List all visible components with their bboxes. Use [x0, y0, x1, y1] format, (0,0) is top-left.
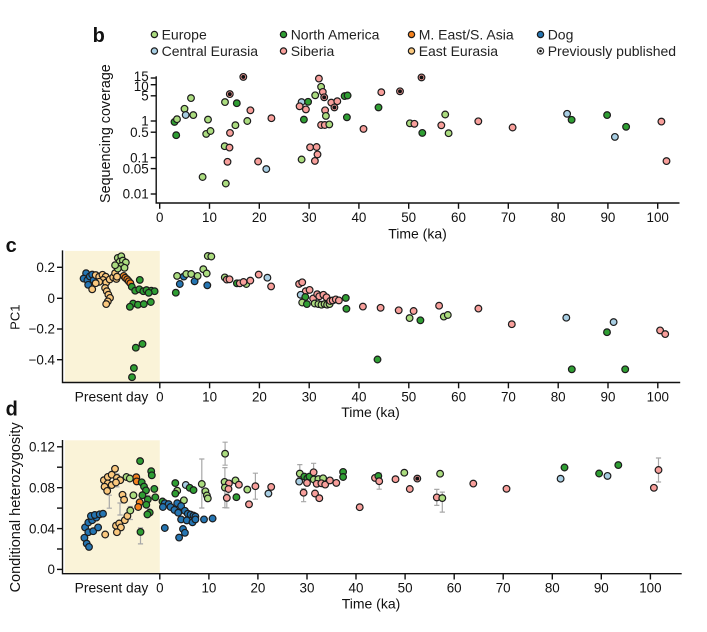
- svg-text:50: 50: [401, 210, 416, 225]
- svg-text:20: 20: [250, 581, 265, 596]
- svg-text:40: 40: [352, 390, 367, 405]
- svg-text:10: 10: [202, 390, 217, 405]
- svg-text:0.12: 0.12: [29, 440, 55, 455]
- svg-text:North America: North America: [291, 26, 380, 42]
- svg-text:−0.2: −0.2: [29, 322, 55, 337]
- svg-text:10: 10: [134, 79, 149, 94]
- svg-text:0: 0: [156, 390, 163, 405]
- svg-text:Sequencing coverage: Sequencing coverage: [98, 64, 114, 203]
- svg-text:−0.4: −0.4: [29, 352, 56, 367]
- svg-text:East Eurasia: East Eurasia: [419, 43, 499, 59]
- svg-text:90: 90: [601, 390, 616, 405]
- svg-text:90: 90: [594, 581, 609, 596]
- svg-text:0: 0: [156, 210, 163, 225]
- svg-text:20: 20: [252, 390, 267, 405]
- svg-text:Present day: Present day: [75, 390, 149, 405]
- svg-text:Previously published: Previously published: [548, 43, 676, 59]
- svg-text:90: 90: [600, 210, 615, 225]
- svg-text:60: 60: [451, 210, 466, 225]
- svg-text:50: 50: [398, 581, 413, 596]
- svg-text:0.01: 0.01: [123, 187, 149, 202]
- svg-text:70: 70: [501, 210, 516, 225]
- svg-text:5: 5: [141, 89, 148, 104]
- svg-text:100: 100: [639, 581, 661, 596]
- svg-text:50: 50: [401, 390, 416, 405]
- svg-text:Time (ka): Time (ka): [388, 225, 447, 241]
- svg-text:0: 0: [48, 291, 55, 306]
- svg-text:40: 40: [351, 210, 366, 225]
- svg-text:0.5: 0.5: [130, 125, 149, 140]
- svg-text:0: 0: [48, 562, 55, 577]
- svg-text:0.05: 0.05: [123, 161, 149, 176]
- svg-text:70: 70: [501, 390, 516, 405]
- svg-text:0.2: 0.2: [36, 260, 55, 275]
- svg-text:30: 30: [300, 581, 315, 596]
- svg-text:Time (ka): Time (ka): [341, 404, 400, 420]
- svg-text:60: 60: [447, 581, 462, 596]
- svg-text:40: 40: [349, 581, 364, 596]
- svg-text:15: 15: [134, 69, 149, 84]
- svg-text:80: 80: [551, 390, 566, 405]
- svg-text:Siberia: Siberia: [291, 43, 335, 59]
- svg-text:0.04: 0.04: [29, 521, 56, 536]
- svg-text:30: 30: [302, 390, 317, 405]
- svg-text:Present day: Present day: [75, 581, 149, 596]
- svg-text:60: 60: [451, 390, 466, 405]
- svg-text:30: 30: [302, 210, 317, 225]
- svg-text:20: 20: [252, 210, 267, 225]
- svg-text:0.08: 0.08: [29, 480, 55, 495]
- svg-text:PC1: PC1: [8, 305, 23, 330]
- svg-text:10: 10: [201, 581, 216, 596]
- svg-text:Time (ka): Time (ka): [342, 595, 401, 611]
- svg-text:Central Eurasia: Central Eurasia: [162, 43, 259, 59]
- svg-text:0.1: 0.1: [130, 150, 149, 165]
- svg-text:10: 10: [202, 210, 217, 225]
- svg-text:Dog: Dog: [548, 26, 574, 42]
- svg-text:1: 1: [141, 114, 148, 129]
- svg-text:80: 80: [545, 581, 560, 596]
- svg-text:70: 70: [496, 581, 511, 596]
- svg-text:80: 80: [551, 210, 566, 225]
- svg-text:0: 0: [156, 581, 163, 596]
- svg-text:b: b: [93, 25, 105, 47]
- svg-text:Europe: Europe: [162, 26, 207, 42]
- svg-text:100: 100: [647, 390, 669, 405]
- svg-text:d: d: [6, 398, 18, 420]
- svg-text:M. East/S. Asia: M. East/S. Asia: [419, 26, 514, 42]
- svg-text:Conditional heterozygosity: Conditional heterozygosity: [8, 422, 24, 593]
- svg-text:100: 100: [647, 210, 669, 225]
- svg-text:c: c: [6, 235, 17, 257]
